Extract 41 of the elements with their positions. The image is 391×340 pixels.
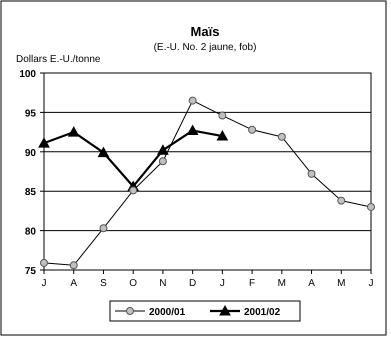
legend-label: 2000/01 xyxy=(149,307,186,318)
point xyxy=(216,130,228,141)
point xyxy=(248,126,256,134)
x-tick-label: D xyxy=(189,278,196,289)
y-tick-label: 95 xyxy=(24,108,36,120)
y-tick-label: 85 xyxy=(24,187,36,198)
x-tick-label: J xyxy=(220,278,225,289)
x-tick-label: J xyxy=(368,278,374,289)
point xyxy=(218,112,226,120)
x-tick-label: A xyxy=(308,278,316,289)
point xyxy=(367,202,375,211)
point xyxy=(187,125,198,136)
point xyxy=(278,132,286,141)
point xyxy=(308,170,316,178)
x-tick-label: N xyxy=(159,278,167,289)
point xyxy=(129,186,138,194)
y-tick-label: 80 xyxy=(24,226,36,238)
legend-label: 2001/02 xyxy=(244,307,281,318)
x-tick-label: J xyxy=(42,278,46,289)
chart-title: Maïs xyxy=(190,24,220,39)
point xyxy=(98,147,109,158)
point xyxy=(68,126,80,137)
point xyxy=(158,157,167,166)
point xyxy=(188,96,197,105)
point xyxy=(70,261,78,270)
x-tick-label: M xyxy=(337,278,346,289)
chart-subtitle: (E.-U. No. 2 jaune, fob) xyxy=(154,42,256,53)
x-tick-label: O xyxy=(129,278,138,289)
y-tick-label: 75 xyxy=(24,266,36,277)
y-tick-label: 100 xyxy=(19,69,36,80)
x-tick-label: S xyxy=(100,278,108,289)
point xyxy=(99,224,108,232)
x-tick-label: F xyxy=(249,278,256,289)
y-tick-label: 90 xyxy=(24,148,36,159)
point xyxy=(38,138,50,148)
point xyxy=(40,258,48,267)
point xyxy=(157,144,168,155)
x-tick-label: A xyxy=(70,278,78,289)
x-tick-label: M xyxy=(278,278,286,289)
point xyxy=(337,196,346,205)
y-axis-title: Dollars E.-U./tonne xyxy=(16,54,101,65)
